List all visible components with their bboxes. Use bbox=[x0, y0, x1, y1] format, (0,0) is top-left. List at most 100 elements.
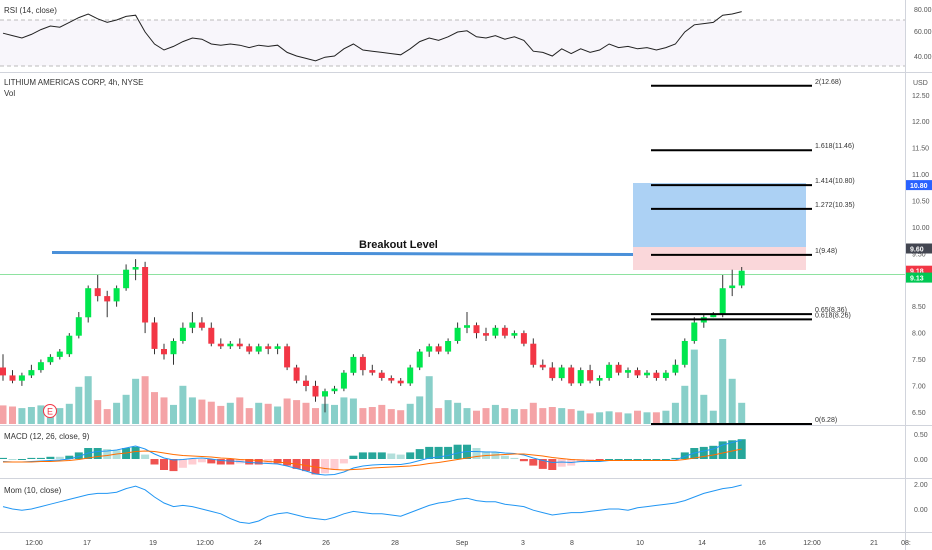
candle[interactable] bbox=[426, 343, 433, 357]
macd-histogram-bar bbox=[349, 455, 358, 459]
candle[interactable] bbox=[47, 354, 54, 365]
candle[interactable] bbox=[217, 338, 224, 349]
candle[interactable] bbox=[198, 317, 205, 331]
candle[interactable] bbox=[151, 317, 158, 355]
candle[interactable] bbox=[719, 275, 726, 318]
candle[interactable] bbox=[161, 343, 167, 360]
candle[interactable] bbox=[359, 354, 366, 376]
candle[interactable] bbox=[246, 343, 253, 355]
candle[interactable] bbox=[322, 388, 328, 413]
candle[interactable] bbox=[520, 330, 527, 347]
candle[interactable] bbox=[445, 338, 452, 355]
candle[interactable] bbox=[142, 261, 149, 334]
time-axis[interactable]: 12:00 17 19 12:00 24 26 28 Sep 3 8 10 14 16 12:00 21 08… bbox=[25, 540, 911, 547]
candle[interactable] bbox=[625, 367, 631, 379]
volume-bar bbox=[510, 409, 518, 424]
candle[interactable] bbox=[483, 327, 489, 341]
candle[interactable] bbox=[549, 362, 556, 381]
candle[interactable] bbox=[558, 364, 565, 381]
candle[interactable] bbox=[350, 354, 357, 376]
candle[interactable] bbox=[662, 370, 669, 381]
macd-histogram bbox=[0, 439, 746, 475]
candle[interactable] bbox=[132, 259, 139, 281]
candle[interactable] bbox=[473, 322, 480, 339]
earnings-marker[interactable] bbox=[43, 404, 57, 418]
candle[interactable] bbox=[0, 354, 6, 381]
volume-bar bbox=[738, 402, 746, 425]
candle[interactable] bbox=[303, 375, 309, 392]
time-axis-label: 08: bbox=[901, 540, 911, 547]
candle[interactable] bbox=[28, 364, 35, 378]
candle[interactable] bbox=[170, 338, 177, 365]
candle[interactable] bbox=[700, 314, 707, 328]
candle[interactable] bbox=[274, 343, 281, 355]
candle[interactable] bbox=[388, 375, 395, 384]
price-tag bbox=[906, 265, 932, 276]
candle[interactable] bbox=[85, 285, 92, 323]
price-tick: 8.00 bbox=[912, 331, 926, 338]
candle[interactable] bbox=[18, 372, 25, 386]
volume-bar bbox=[132, 378, 140, 424]
breakout-line[interactable] bbox=[51, 251, 634, 256]
candle[interactable] bbox=[123, 264, 130, 291]
candle[interactable] bbox=[454, 322, 461, 344]
price-tick: 6.50 bbox=[912, 410, 926, 417]
macd-histogram-bar bbox=[0, 457, 7, 459]
candle[interactable] bbox=[634, 367, 641, 379]
candle[interactable] bbox=[587, 364, 594, 384]
candle[interactable] bbox=[738, 267, 745, 289]
breakout-label: Breakout Level bbox=[359, 239, 438, 251]
candle[interactable] bbox=[653, 370, 660, 381]
candle[interactable] bbox=[293, 364, 300, 384]
macd-histogram-bar bbox=[36, 457, 45, 459]
candle[interactable] bbox=[577, 367, 584, 386]
macd-histogram-bar bbox=[671, 457, 680, 459]
candle[interactable] bbox=[530, 338, 537, 368]
candle[interactable] bbox=[56, 349, 63, 360]
candle[interactable] bbox=[416, 349, 423, 371]
candle[interactable] bbox=[644, 370, 650, 378]
candle[interactable] bbox=[9, 370, 16, 384]
candle[interactable] bbox=[236, 338, 243, 349]
time-axis-label: 28 bbox=[391, 540, 399, 547]
candle[interactable] bbox=[691, 317, 698, 344]
candle[interactable] bbox=[312, 380, 319, 402]
currency-label: USD bbox=[913, 80, 928, 87]
candle[interactable] bbox=[104, 290, 111, 318]
candle[interactable] bbox=[37, 359, 44, 373]
candle[interactable] bbox=[265, 343, 272, 355]
candle[interactable] bbox=[284, 343, 291, 371]
candle[interactable] bbox=[208, 322, 215, 347]
candle[interactable] bbox=[227, 341, 234, 349]
candle[interactable] bbox=[179, 322, 186, 344]
candle[interactable] bbox=[397, 378, 404, 386]
candle[interactable] bbox=[681, 338, 688, 368]
candle[interactable] bbox=[331, 385, 338, 394]
candle[interactable] bbox=[113, 285, 120, 307]
candle[interactable] bbox=[615, 362, 622, 376]
candle[interactable] bbox=[672, 359, 679, 376]
macd-histogram-bar bbox=[643, 459, 651, 460]
candle[interactable] bbox=[378, 370, 385, 381]
candle[interactable] bbox=[407, 364, 414, 386]
candle[interactable] bbox=[369, 364, 376, 376]
volume-bar bbox=[226, 402, 234, 425]
candle[interactable] bbox=[255, 343, 262, 355]
candle[interactable] bbox=[511, 330, 518, 339]
candle[interactable] bbox=[75, 312, 82, 339]
candle[interactable] bbox=[464, 312, 470, 334]
candle[interactable] bbox=[492, 325, 499, 339]
volume-bar bbox=[700, 394, 708, 424]
candle[interactable] bbox=[94, 275, 101, 302]
candle[interactable] bbox=[66, 333, 73, 357]
candle[interactable] bbox=[596, 375, 603, 386]
candle[interactable] bbox=[435, 343, 442, 355]
candle[interactable] bbox=[539, 359, 546, 371]
candle[interactable] bbox=[189, 312, 196, 334]
candle[interactable] bbox=[501, 325, 508, 339]
candle[interactable] bbox=[729, 269, 736, 297]
candle[interactable] bbox=[340, 370, 347, 392]
candle[interactable] bbox=[606, 362, 613, 381]
candle[interactable] bbox=[568, 364, 575, 386]
